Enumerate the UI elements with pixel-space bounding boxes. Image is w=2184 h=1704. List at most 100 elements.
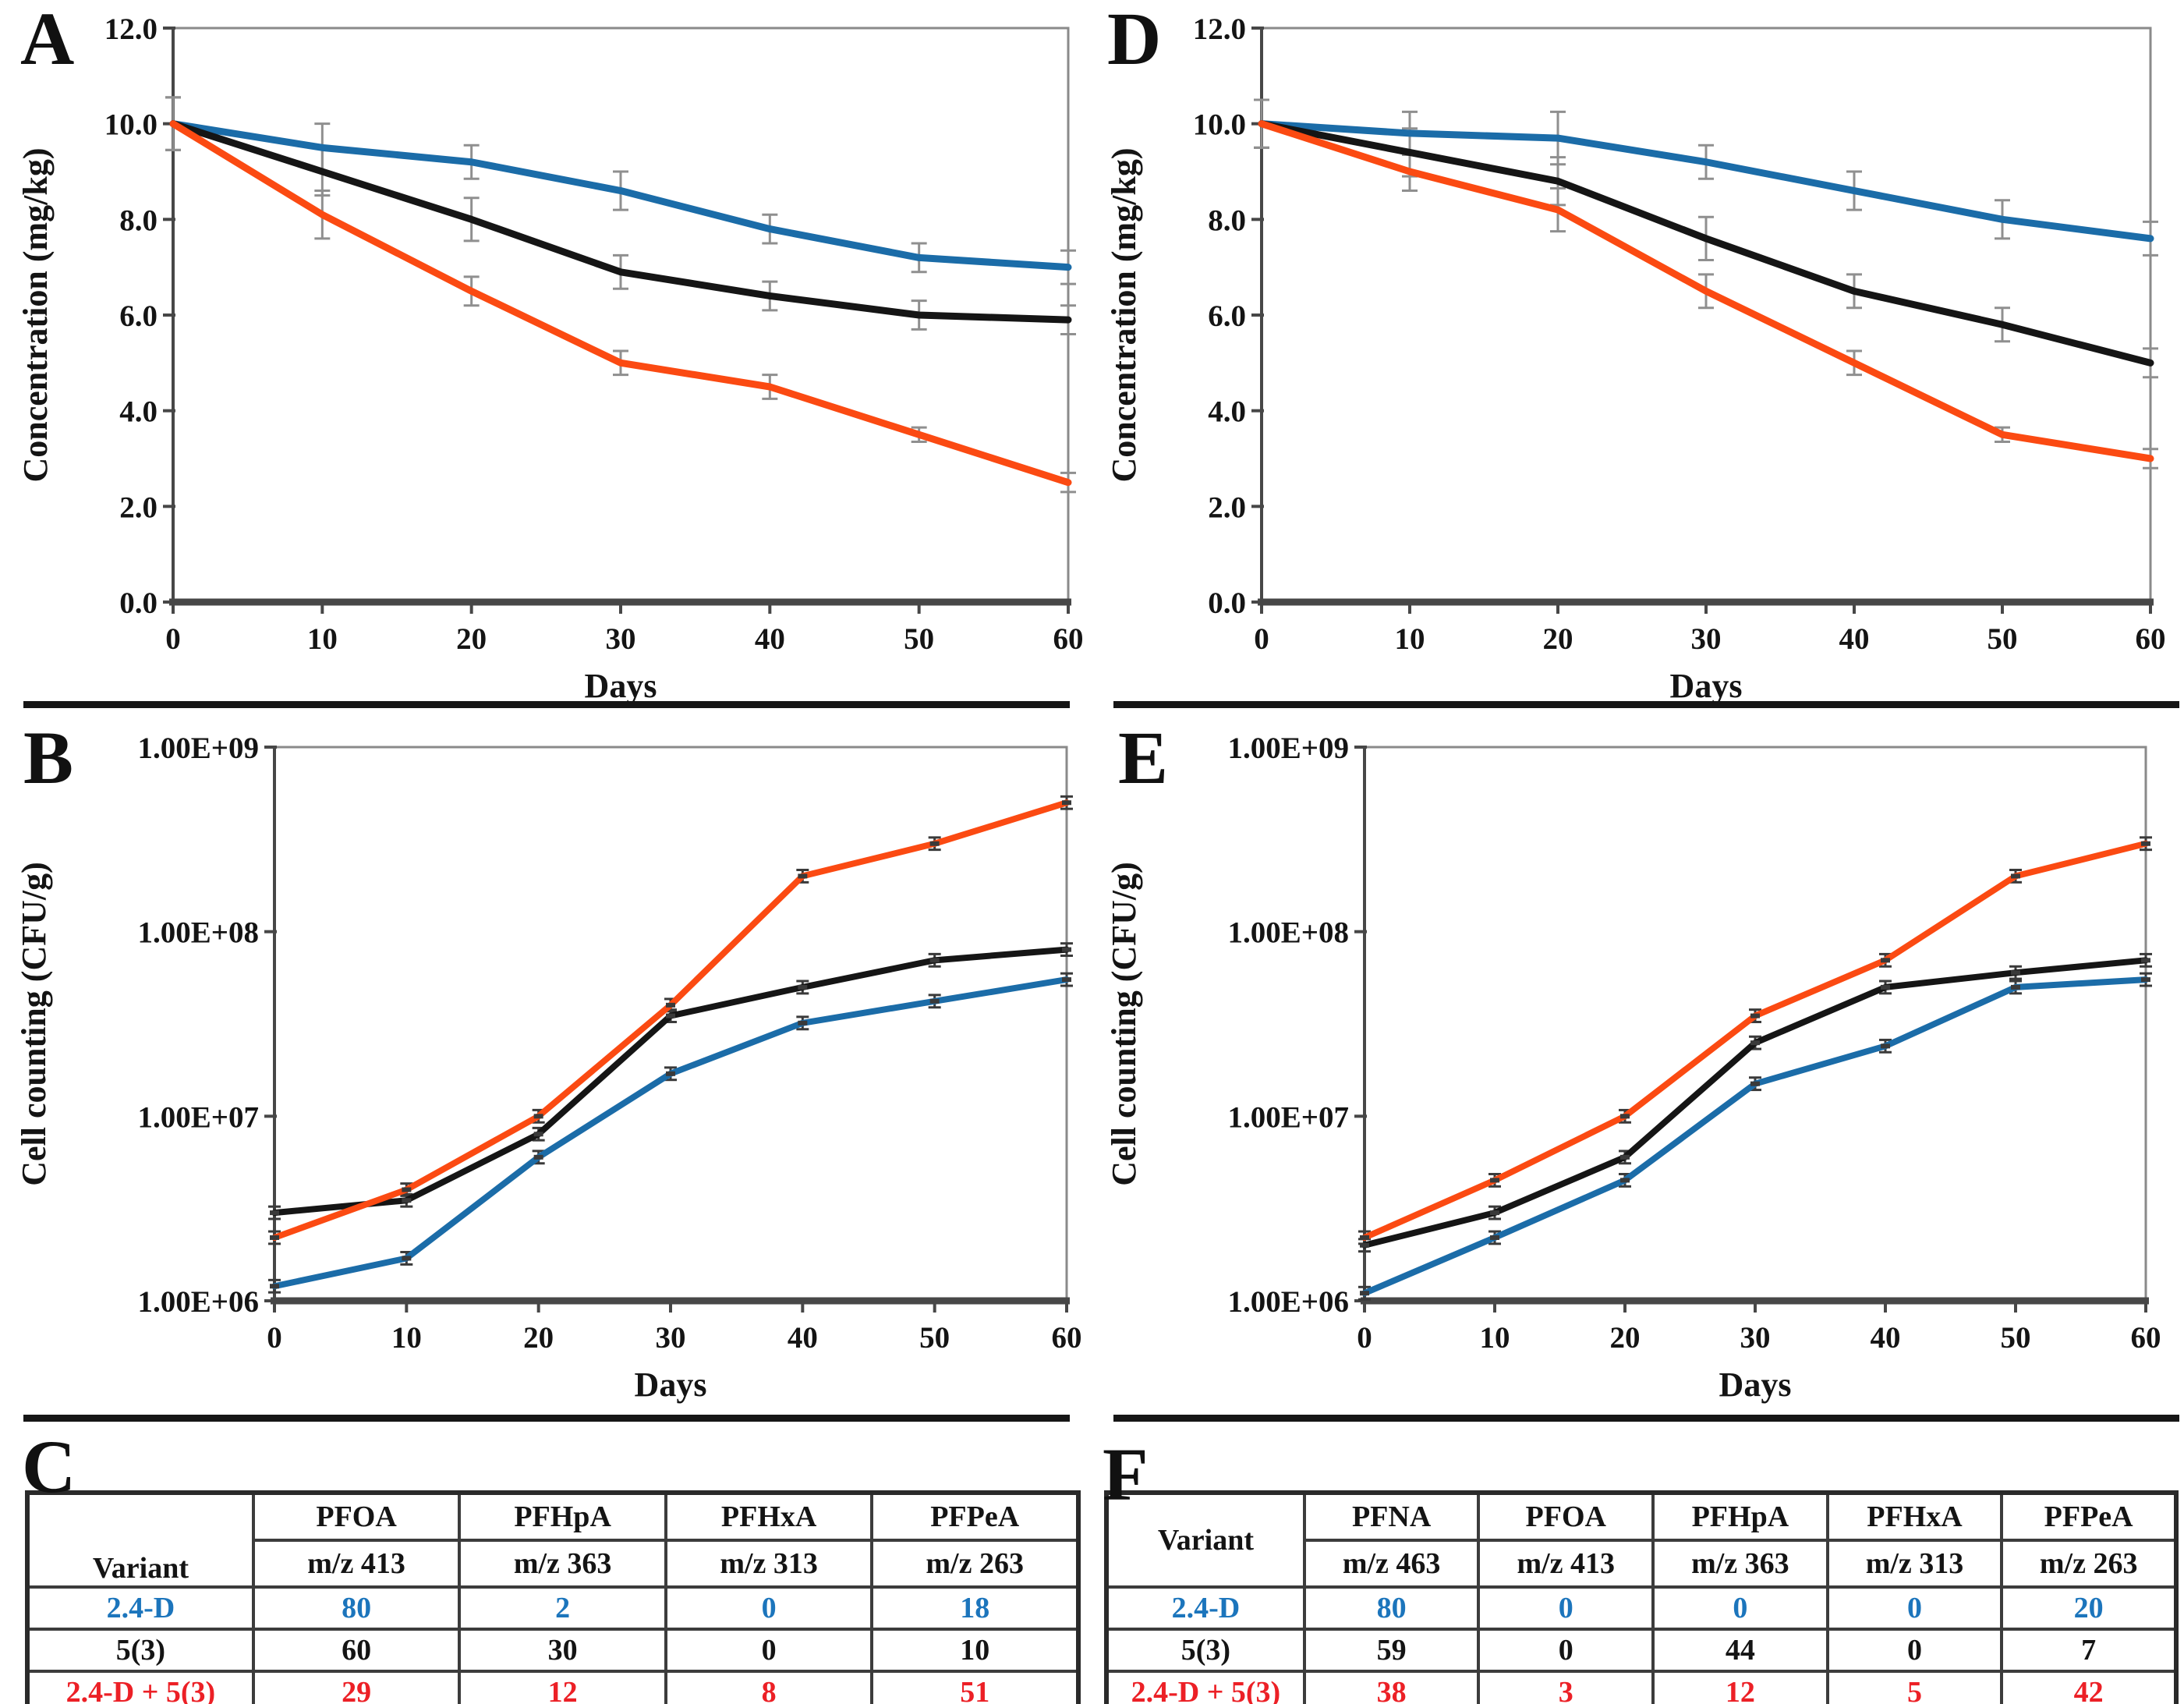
data-point-marker	[1360, 1235, 1369, 1240]
y-axis-title: Cell counting (CFU/g)	[1105, 862, 1143, 1186]
y-tick-label: 1.00E+09	[1228, 732, 1350, 765]
panel-letter-a: A	[20, 0, 75, 80]
table-row-2-4-d-plus-5-3: 2.4-D + 5(3) 38 3 12 5 42	[1105, 1670, 2178, 1704]
x-axis-title: Days	[1670, 667, 1743, 705]
data-point-marker	[1881, 1043, 1890, 1049]
data-point-marker	[402, 1256, 412, 1261]
series-line-2-4-d	[1361, 976, 2149, 1297]
data-point-marker	[2011, 873, 2020, 879]
mz-header: m/z 363	[458, 1539, 667, 1589]
row-separator-1	[0, 701, 2184, 709]
data-point-marker	[533, 1132, 543, 1137]
y-tick-label: 12.0	[1193, 12, 1246, 46]
data-point-marker	[1062, 947, 1071, 952]
x-tick-label: 50	[919, 1321, 950, 1355]
table-f: Variant PFNA PFOA PFHpA PFHxA PFPeA m/z …	[1104, 1490, 2179, 1704]
variant-label: 2.4-D + 5(3)	[1105, 1670, 1306, 1704]
y-tick-label: 8.0	[119, 204, 158, 237]
data-point-marker	[1062, 800, 1071, 806]
x-tick-label: 40	[788, 1321, 818, 1355]
x-tick-label: 50	[904, 622, 934, 656]
y-tick-label: 2.0	[1208, 491, 1246, 524]
x-tick-label: 0	[1254, 622, 1269, 656]
variant-label: 5(3)	[1105, 1628, 1306, 1673]
data-point-marker	[2011, 970, 2020, 976]
y-tick-label: 4.0	[1208, 395, 1246, 429]
variant-label: 2.4-D + 5(3)	[26, 1670, 255, 1704]
cell-value: 29	[251, 1670, 462, 1704]
x-tick-label: 40	[1871, 1321, 1901, 1355]
data-point-marker	[798, 873, 808, 879]
y-tick-label: 0.0	[1208, 586, 1246, 620]
series-line-5-3	[169, 120, 1072, 324]
data-point-marker	[1360, 1291, 1369, 1296]
data-point-marker	[1881, 958, 1890, 963]
col-header-pfhpa: PFHpA	[1651, 1491, 1829, 1542]
col-header-pfpea: PFPeA	[2000, 1491, 2178, 1542]
cell-value: 0	[1477, 1628, 1655, 1673]
data-point-marker	[2141, 958, 2150, 963]
col-header-pfhpa: PFHpA	[458, 1491, 667, 1542]
cell-value: 5	[1825, 1670, 2004, 1704]
x-tick-label: 60	[1052, 1321, 1082, 1355]
x-tick-label: 0	[165, 622, 181, 656]
panel-letter-e: E	[1118, 716, 1169, 799]
data-point-marker	[1620, 1114, 1630, 1119]
x-tick-label: 0	[267, 1321, 282, 1355]
x-axis-title: Days	[1719, 1366, 1792, 1404]
mz-header: m/z 413	[1477, 1539, 1655, 1589]
y-tick-label: 12.0	[104, 12, 158, 46]
series-line-2-4-d-5-3	[1258, 120, 2154, 462]
data-point-marker	[1062, 977, 1071, 983]
data-point-marker	[1881, 984, 1890, 990]
y-axis-title: Concentration (mg/kg)	[16, 148, 55, 483]
mz-header: m/z 263	[2000, 1539, 2178, 1589]
panel-a: A 0.0 2.0 4.0 6.0 8.0 10.0 12.0 0 10 20 30 40 50 60 Da…	[0, 0, 1092, 707]
data-point-marker	[798, 984, 808, 990]
y-tick-label: 1.00E+07	[138, 1100, 260, 1134]
mz-header: m/z 313	[664, 1539, 874, 1589]
series-line-5-3	[271, 946, 1070, 1217]
series-line-5-3	[1258, 120, 2154, 367]
panel-e: E 1.00E+06 1.00E+07 1.00E+08 1.00E+09 0 10 20 3…	[1092, 707, 2184, 1420]
cell-value: 3	[1477, 1670, 1655, 1704]
chart-d-concentration: 0.0 2.0 4.0 6.0 8.0 10.0 12.0 0 10 20 30 40 50 60 Days…	[1105, 12, 2166, 705]
x-tick-label: 30	[1740, 1321, 1771, 1355]
col-header-pfoa: PFOA	[251, 1491, 462, 1542]
data-point-marker	[533, 1114, 543, 1119]
y-tick-label: 10.0	[104, 108, 158, 142]
plot-frame	[273, 746, 1068, 1302]
data-point-marker	[666, 1071, 675, 1076]
y-axis-title: Concentration (mg/kg)	[1105, 148, 1143, 483]
data-point-marker	[402, 1198, 412, 1203]
data-point-marker	[929, 841, 940, 846]
y-tick-label: 6.0	[1208, 299, 1246, 333]
y-tick-label: 10.0	[1193, 108, 1246, 142]
variant-label: 5(3)	[26, 1628, 255, 1673]
series-line-2-4-d	[271, 976, 1070, 1290]
cell-value: 2	[458, 1585, 667, 1631]
series-line-2-4-d-5-3	[169, 120, 1072, 487]
x-tick-label: 50	[2001, 1321, 2031, 1355]
y-tick-label: 4.0	[119, 395, 158, 429]
table-row-2-4-d-plus-5-3: 2.4-D + 5(3) 29 12 8 51	[26, 1670, 1080, 1704]
variant-header: Variant	[1105, 1491, 1306, 1589]
cell-value: 59	[1302, 1628, 1481, 1673]
cell-value: 10	[870, 1628, 1080, 1673]
data-point-marker	[1360, 1242, 1369, 1248]
cell-value: 12	[1651, 1670, 1829, 1704]
cell-value: 80	[1302, 1585, 1481, 1631]
data-point-marker	[270, 1235, 279, 1240]
data-point-marker	[666, 1002, 675, 1008]
x-tick-label: 60	[1053, 622, 1084, 656]
variant-label: 2.4-D	[1105, 1585, 1306, 1631]
x-tick-label: 10	[1480, 1321, 1510, 1355]
col-header-pfpea: PFPeA	[870, 1491, 1080, 1542]
data-point-marker	[2141, 977, 2150, 983]
table-row-2-4-d: 2.4-D 80 0 0 0 20	[1105, 1585, 2178, 1631]
table-c: Variant PFOA PFHpA PFHxA PFPeA m/z 413 m…	[25, 1490, 1081, 1704]
variant-header: Variant	[26, 1491, 255, 1589]
cell-value: 42	[2000, 1670, 2178, 1704]
col-header-pfhxa: PFHxA	[1825, 1491, 2004, 1542]
y-tick-label: 6.0	[119, 299, 158, 333]
